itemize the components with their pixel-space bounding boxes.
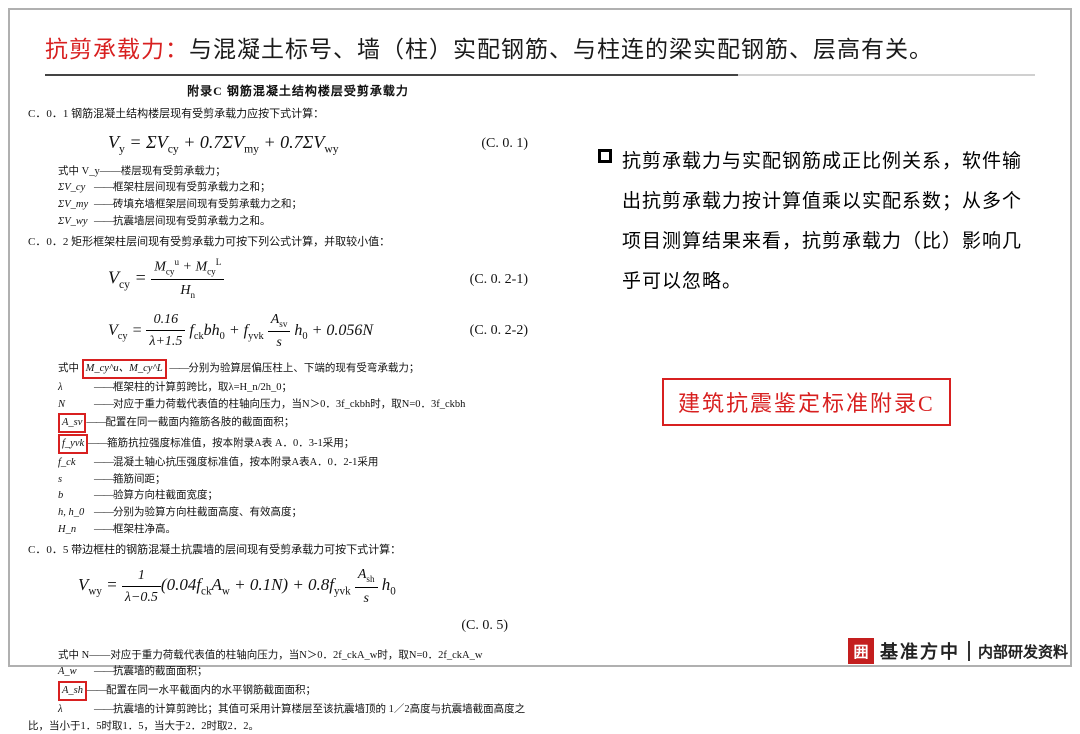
commentary-panel: 抗剪承载力与实配钢筋成正比例关系，软件输出抗剪承载力按计算值乘以实配系数；从多个… bbox=[598, 142, 1028, 302]
company-logo-icon: 囲 bbox=[848, 638, 874, 664]
eq-number: (C. 0. 1) bbox=[481, 133, 528, 154]
eq-number: (C. 0. 2-1) bbox=[470, 269, 528, 290]
footer: 囲 基准方中 内部研发资料 bbox=[848, 637, 1068, 665]
def-line: ΣV_cy——框架柱层间现有受剪承载力之和； bbox=[58, 180, 568, 196]
equation-c02-1: Vcy = Mcyu + McyLHn (C. 0. 2-1) bbox=[28, 256, 568, 303]
equation-c01: Vy = ΣVcy + 0.7ΣVmy + 0.7ΣVwy (C. 0. 1) bbox=[28, 129, 568, 158]
clause-c05: C．0．5 带边框柱的钢筋混凝土抗震墙的层间现有受剪承载力可按下式计算： bbox=[28, 542, 568, 559]
footer-separator bbox=[968, 641, 970, 661]
bullet-text: 抗剪承载力与实配钢筋成正比例关系，软件输出抗剪承载力按计算值乘以实配系数；从多个… bbox=[622, 142, 1028, 302]
bullet-square-icon bbox=[598, 149, 612, 163]
def-line: 式中 M_cy^u、M_cy^L ——分别为验算层偏压柱上、下端的现有受弯承载力… bbox=[58, 359, 568, 379]
equation-c02-2: Vcy = 0.16λ+1.5 fckbh0 + fyvk Asvs h0 + … bbox=[28, 309, 568, 353]
def-line: A_w——抗震墙的截面面积； bbox=[58, 664, 568, 680]
def-line: ΣV_my——砖填充墙框架层间现有受剪承载力之和； bbox=[58, 197, 568, 213]
def-line: 式中 V_y——楼层现有受剪承载力； bbox=[58, 164, 568, 180]
def-line: ΣV_wy——抗震墙层间现有受剪承载力之和。 bbox=[58, 214, 568, 230]
eq-body: Vcy = Mcyu + McyLHn bbox=[108, 256, 224, 303]
bullet-item: 抗剪承载力与实配钢筋成正比例关系，软件输出抗剪承载力按计算值乘以实配系数；从多个… bbox=[598, 142, 1028, 302]
eq-number: (C. 0. 5) bbox=[28, 615, 508, 636]
eq-body: Vcy = 0.16λ+1.5 fckbh0 + fyvk Asvs h0 + … bbox=[108, 309, 373, 353]
highlight-box-ash: A_sh bbox=[58, 681, 87, 701]
appendix-title: 附录C 钢筋混凝土结构楼层受剪承载力 bbox=[28, 82, 568, 100]
eq-body: Vwy = 1λ−0.5(0.04fckAw + 0.1N) + 0.8fyvk… bbox=[78, 564, 396, 608]
title-highlight: 抗剪承载力： bbox=[45, 36, 189, 62]
clause-c01: C．0．1 钢筋混凝土结构楼层现有受剪承载力应按下式计算： bbox=[28, 106, 568, 123]
def-line: f_yvk——箍筋抗拉强度标准值，按本附录A表 A．0．3-1采用； bbox=[58, 434, 568, 454]
def-line: N——对应于重力荷载代表值的柱轴向压力，当N＞0．3f_ckbh时，取N=0．3… bbox=[58, 397, 568, 413]
def-line: λ——抗震墙的计算剪跨比；其值可采用计算楼层至该抗震墙顶的 1／2高度与抗震墙截… bbox=[58, 702, 568, 718]
def-line-tail: 比，当小于1．5时取1．5，当大于2．2时取2．2。 bbox=[28, 719, 568, 734]
highlight-box-fyvk: f_yvk bbox=[58, 434, 88, 454]
def-line: 式中 N——对应于重力荷载代表值的柱轴向压力，当N＞0．2f_ckA_w时，取N… bbox=[58, 648, 568, 664]
appendix-excerpt: 附录C 钢筋混凝土结构楼层受剪承载力 C．0．1 钢筋混凝土结构楼层现有受剪承载… bbox=[28, 82, 568, 642]
def-line: H_n——框架柱净高。 bbox=[58, 522, 568, 538]
eq-body: Vy = ΣVcy + 0.7ΣVmy + 0.7ΣVwy bbox=[108, 129, 339, 158]
highlight-box-moments: M_cy^u、M_cy^L bbox=[82, 359, 167, 379]
clause-c02: C．0．2 矩形框架柱层间现有受剪承载力可按下列公式计算，并取较小值： bbox=[28, 234, 568, 251]
slide-title: 抗剪承载力：与混凝土标号、墙（柱）实配钢筋、与柱连的梁实配钢筋、层高有关。 bbox=[45, 30, 1035, 64]
def-line: s——箍筋间距； bbox=[58, 472, 568, 488]
title-rest: 与混凝土标号、墙（柱）实配钢筋、与柱连的梁实配钢筋、层高有关。 bbox=[189, 36, 933, 62]
eq-number: (C. 0. 2-2) bbox=[470, 320, 528, 341]
title-underline bbox=[45, 74, 1035, 76]
footer-tag: 内部研发资料 bbox=[978, 641, 1068, 662]
def-line: h, h_0——分别为验算方向柱截面高度、有效高度； bbox=[58, 505, 568, 521]
reference-callout: 建筑抗震鉴定标准附录C bbox=[662, 378, 951, 426]
highlight-box-asv: A_sv bbox=[58, 413, 86, 433]
def-line: b——验算方向柱截面宽度； bbox=[58, 488, 568, 504]
equation-c05: Vwy = 1λ−0.5(0.04fckAw + 0.1N) + 0.8fyvk… bbox=[28, 564, 568, 608]
def-line: A_sh——配置在同一水平截面内的水平钢筋截面面积； bbox=[58, 681, 568, 701]
def-line: f_ck——混凝土轴心抗压强度标准值，按本附录A表A．0．2-1采用 bbox=[58, 455, 568, 471]
company-name: 基准方中 bbox=[880, 638, 960, 664]
def-line: λ——框架柱的计算剪跨比，取λ=H_n/2h_0； bbox=[58, 380, 568, 396]
def-line: A_sv——配置在同一截面内箍筋各肢的截面面积； bbox=[58, 413, 568, 433]
